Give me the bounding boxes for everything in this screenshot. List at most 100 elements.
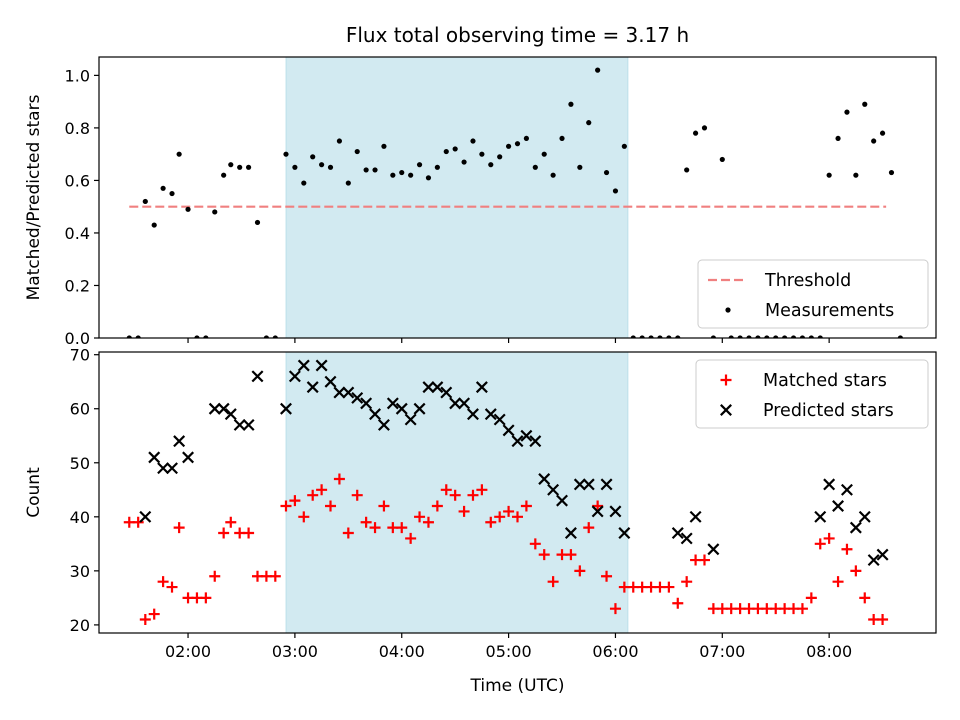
measurement-point xyxy=(505,143,512,149)
predicted-stars-point xyxy=(369,408,382,421)
matched-stars-point xyxy=(422,516,434,528)
matched-stars-point xyxy=(672,597,684,609)
measurement-point xyxy=(194,335,200,338)
predicted-stars-point xyxy=(573,478,586,491)
matched-stars-point xyxy=(467,489,479,501)
measurement-point xyxy=(203,335,209,338)
measurement-point xyxy=(782,335,788,338)
panel1-ytick-label: 0.2 xyxy=(65,276,90,295)
predicted-stars-point xyxy=(618,527,631,540)
panel1-ylabel: Matched/Predicted stars xyxy=(24,94,44,300)
predicted-stars-point xyxy=(458,397,471,410)
measurement-point xyxy=(844,109,850,115)
panel1-ytick-label: 0.0 xyxy=(65,329,90,348)
measurement-point xyxy=(425,175,432,181)
panel2-ytick-label: 60 xyxy=(70,400,90,419)
matched-stars-point xyxy=(476,484,488,496)
measurement-point xyxy=(354,148,360,155)
measurement-point xyxy=(381,143,387,149)
predicted-stars-point xyxy=(395,402,408,415)
matched-stars-point xyxy=(449,489,461,501)
measurement-point xyxy=(272,335,278,338)
panel1-frame xyxy=(98,56,937,339)
measurement-point xyxy=(470,138,476,144)
predicted-stars-point xyxy=(671,527,684,540)
measurement-point xyxy=(363,167,369,173)
predicted-stars-point xyxy=(182,451,195,464)
predicted-stars-point xyxy=(849,521,862,534)
panel2-ytick-label: 40 xyxy=(70,508,90,527)
measurement-point xyxy=(245,164,252,170)
measurement-point xyxy=(612,188,619,194)
predicted-stars-point xyxy=(440,386,453,399)
panel1-ytick-label: 1.0 xyxy=(65,66,90,85)
measurement-point xyxy=(185,206,191,212)
measurement-point xyxy=(541,151,547,157)
matched-stars-point xyxy=(494,511,506,523)
measurement-point xyxy=(586,120,592,126)
predicted-stars-point xyxy=(467,408,479,421)
matched-stars-point xyxy=(132,516,144,528)
matched-stars-point xyxy=(166,581,178,593)
measurement-point xyxy=(345,180,351,186)
matched-stars-point xyxy=(592,500,604,512)
matched-stars-point xyxy=(841,543,853,555)
predicted-stars-point xyxy=(148,451,161,464)
predicted-stars-point xyxy=(242,418,255,431)
matched-stars-point xyxy=(877,613,889,625)
measurement-point xyxy=(254,219,261,226)
measurement-point xyxy=(764,335,770,338)
measurement-point xyxy=(719,156,725,163)
matched-stars-point xyxy=(601,570,613,582)
measurement-point xyxy=(577,164,583,170)
xtick-label: 06:00 xyxy=(592,642,638,661)
matched-stars-point xyxy=(360,516,372,528)
legend-bottom: Matched stars Predicted stars xyxy=(695,359,929,429)
matched-stars-point xyxy=(547,576,559,588)
measurement-point xyxy=(176,151,182,157)
panel2-ytick-label: 30 xyxy=(70,562,90,581)
predicted-stars-point xyxy=(157,462,170,475)
matched-stars-point xyxy=(832,576,844,588)
matched-stars-point xyxy=(814,538,826,550)
predicted-stars-point xyxy=(351,391,364,404)
predicted-stars-point xyxy=(173,435,186,448)
predicted-stars-point xyxy=(413,402,426,415)
measurement-point xyxy=(443,148,449,155)
measurement-point xyxy=(568,101,574,107)
measurement-point xyxy=(135,335,141,338)
measurement-point xyxy=(434,164,440,170)
predicted-stars-point xyxy=(377,418,390,431)
predicted-stars-point xyxy=(431,381,444,394)
measurement-point xyxy=(639,335,645,338)
measurement-point xyxy=(710,335,716,338)
predicted-stars-point xyxy=(876,548,889,561)
measurement-point xyxy=(283,151,289,157)
matched-stars-point xyxy=(225,516,237,528)
measurement-point xyxy=(142,198,148,205)
legend-predicted-swatch xyxy=(720,404,732,416)
matched-stars-point xyxy=(148,608,160,620)
measurement-point xyxy=(603,169,610,176)
predicted-stars-point xyxy=(867,554,880,567)
matched-stars-point xyxy=(583,522,595,534)
measurement-point xyxy=(488,162,494,168)
predicted-stars-point xyxy=(360,397,373,410)
matched-stars-point xyxy=(529,538,541,550)
matched-stars-point xyxy=(298,511,310,523)
measurement-point xyxy=(595,67,601,73)
matched-stars-point xyxy=(698,554,710,566)
measurement-point xyxy=(648,335,654,338)
predicted-stars-point xyxy=(680,532,693,545)
matched-stars-point xyxy=(378,500,390,512)
measurement-point xyxy=(497,154,503,160)
measurement-point xyxy=(169,190,175,197)
matched-stars-point xyxy=(342,527,354,539)
matched-stars-point xyxy=(512,511,523,523)
matched-stars-point xyxy=(333,473,345,485)
measurement-point xyxy=(160,185,166,191)
measurement-point xyxy=(263,335,269,338)
measurement-point xyxy=(212,209,218,215)
measurement-point xyxy=(416,162,423,168)
predicted-stars-point xyxy=(529,435,542,448)
